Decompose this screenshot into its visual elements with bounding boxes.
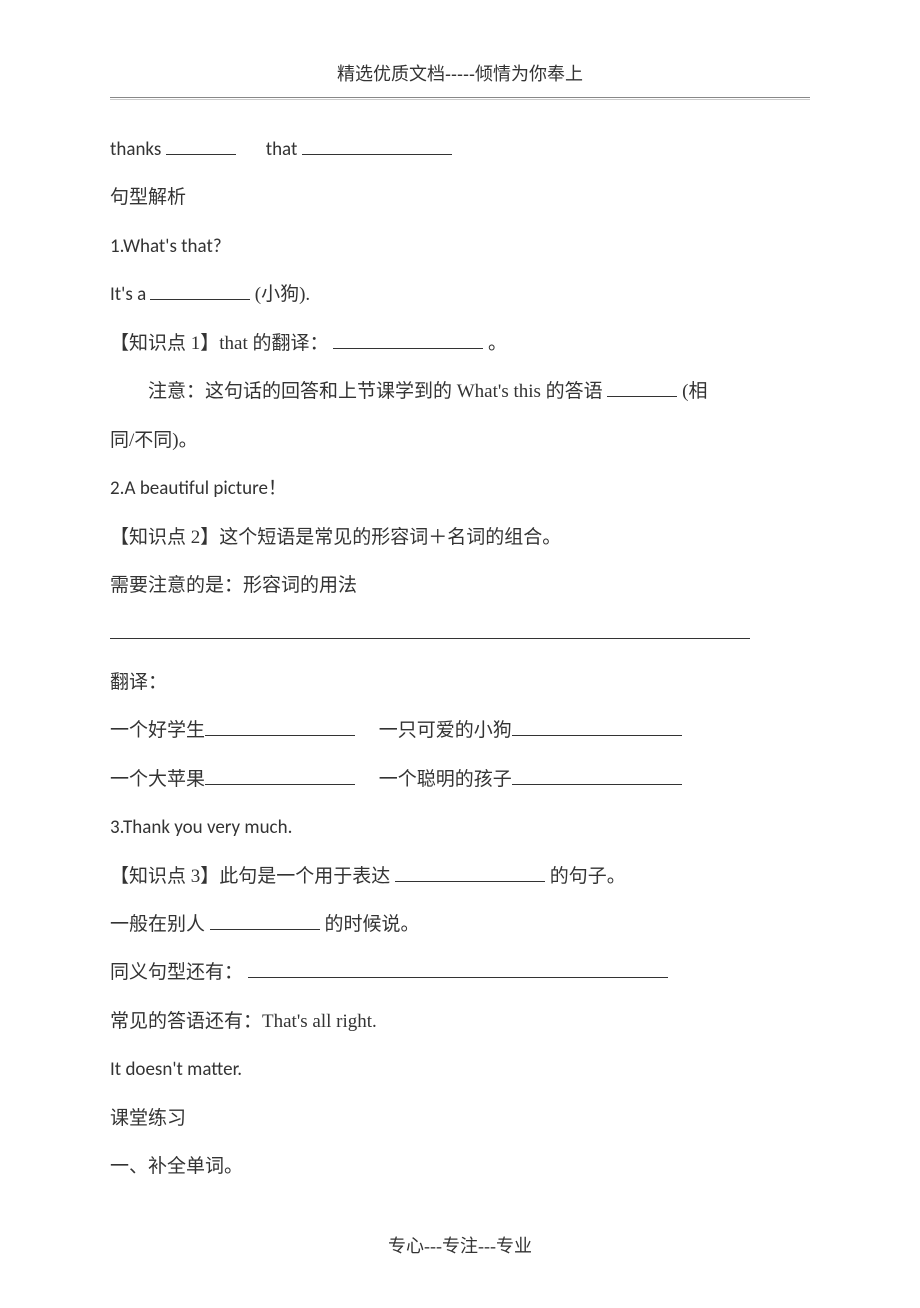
blank bbox=[110, 620, 750, 639]
q1-answer: It's a (小狗). bbox=[110, 271, 810, 319]
blank bbox=[512, 766, 682, 785]
text: 。 bbox=[488, 333, 507, 354]
word-thanks: thanks bbox=[110, 138, 161, 161]
class-exercise-title: 课堂练习 bbox=[110, 1095, 810, 1143]
translate-label: 翻译： bbox=[110, 659, 810, 707]
q1: 1.What's that? bbox=[110, 223, 810, 271]
page-header: 精选优质文档-----倾情为你奉上 bbox=[110, 60, 810, 98]
blank bbox=[248, 959, 668, 978]
document-page: 精选优质文档-----倾情为你奉上 thanks that 句型解析 1.Wha… bbox=[0, 0, 920, 1308]
blank bbox=[512, 717, 682, 736]
text: (小狗). bbox=[255, 284, 310, 305]
blank bbox=[205, 766, 355, 785]
text: 的句子。 bbox=[550, 866, 626, 887]
k3-line-2: 一般在别人 的时候说。 bbox=[110, 901, 810, 949]
text: 一个好学生 bbox=[110, 720, 205, 741]
q2: 2.A beautiful picture！ bbox=[110, 465, 810, 513]
reply-2: It doesn't matter. bbox=[110, 1046, 810, 1094]
q3: 3.Thank you very much. bbox=[110, 804, 810, 852]
line-1: thanks that bbox=[110, 126, 810, 174]
section-title-sentence-analysis: 句型解析 bbox=[110, 174, 810, 222]
word-that: that bbox=[266, 138, 298, 161]
knowledge-3: 【知识点 3】此句是一个用于表达 的句子。 bbox=[110, 853, 810, 901]
note-line-a: 注意：这句话的回答和上节课学到的 What's this 的答语 (相 bbox=[110, 368, 810, 416]
text: 一只可爱的小狗 bbox=[379, 720, 512, 741]
blank bbox=[205, 717, 355, 736]
knowledge-2: 【知识点 2】这个短语是常见的形容词＋名词的组合。 bbox=[110, 514, 810, 562]
text: 的时候说。 bbox=[325, 914, 420, 935]
text: 【知识点 3】此句是一个用于表达 bbox=[110, 866, 390, 887]
blank bbox=[166, 136, 236, 155]
header-text: 精选优质文档-----倾情为你奉上 bbox=[337, 64, 583, 84]
blank bbox=[333, 330, 483, 349]
common-reply: 常见的答语还有：That's all right. bbox=[110, 998, 810, 1046]
text: It's a bbox=[110, 283, 146, 306]
blank bbox=[210, 911, 320, 930]
text: 一个大苹果 bbox=[110, 769, 205, 790]
exercise-1-title: 一、补全单词。 bbox=[110, 1143, 810, 1191]
synonym-line: 同义句型还有： bbox=[110, 949, 810, 997]
translate-row-2: 一个大苹果 一个聪明的孩子 bbox=[110, 756, 810, 804]
blank bbox=[607, 378, 677, 397]
blank bbox=[302, 136, 452, 155]
text: 【知识点 1】that 的翻译： bbox=[110, 333, 329, 354]
text: 注意：这句话的回答和上节课学到的 What's this 的答语 bbox=[148, 381, 603, 402]
text: 同义句型还有： bbox=[110, 962, 243, 983]
adj-usage-label: 需要注意的是：形容词的用法 bbox=[110, 562, 810, 610]
translate-row-1: 一个好学生 一只可爱的小狗 bbox=[110, 707, 810, 755]
page-footer: 专心---专注---专业 bbox=[110, 1232, 810, 1258]
footer-text: 专心---专注---专业 bbox=[388, 1236, 532, 1256]
note-line-b: 同/不同)。 bbox=[110, 417, 810, 465]
text: 一般在别人 bbox=[110, 914, 205, 935]
text: 一个聪明的孩子 bbox=[379, 769, 512, 790]
text: (相 bbox=[682, 381, 707, 402]
long-blank-line bbox=[110, 610, 810, 658]
blank bbox=[395, 863, 545, 882]
blank bbox=[150, 281, 250, 300]
document-body: thanks that 句型解析 1.What's that? It's a (… bbox=[110, 126, 810, 1192]
knowledge-1: 【知识点 1】that 的翻译： 。 bbox=[110, 320, 810, 368]
